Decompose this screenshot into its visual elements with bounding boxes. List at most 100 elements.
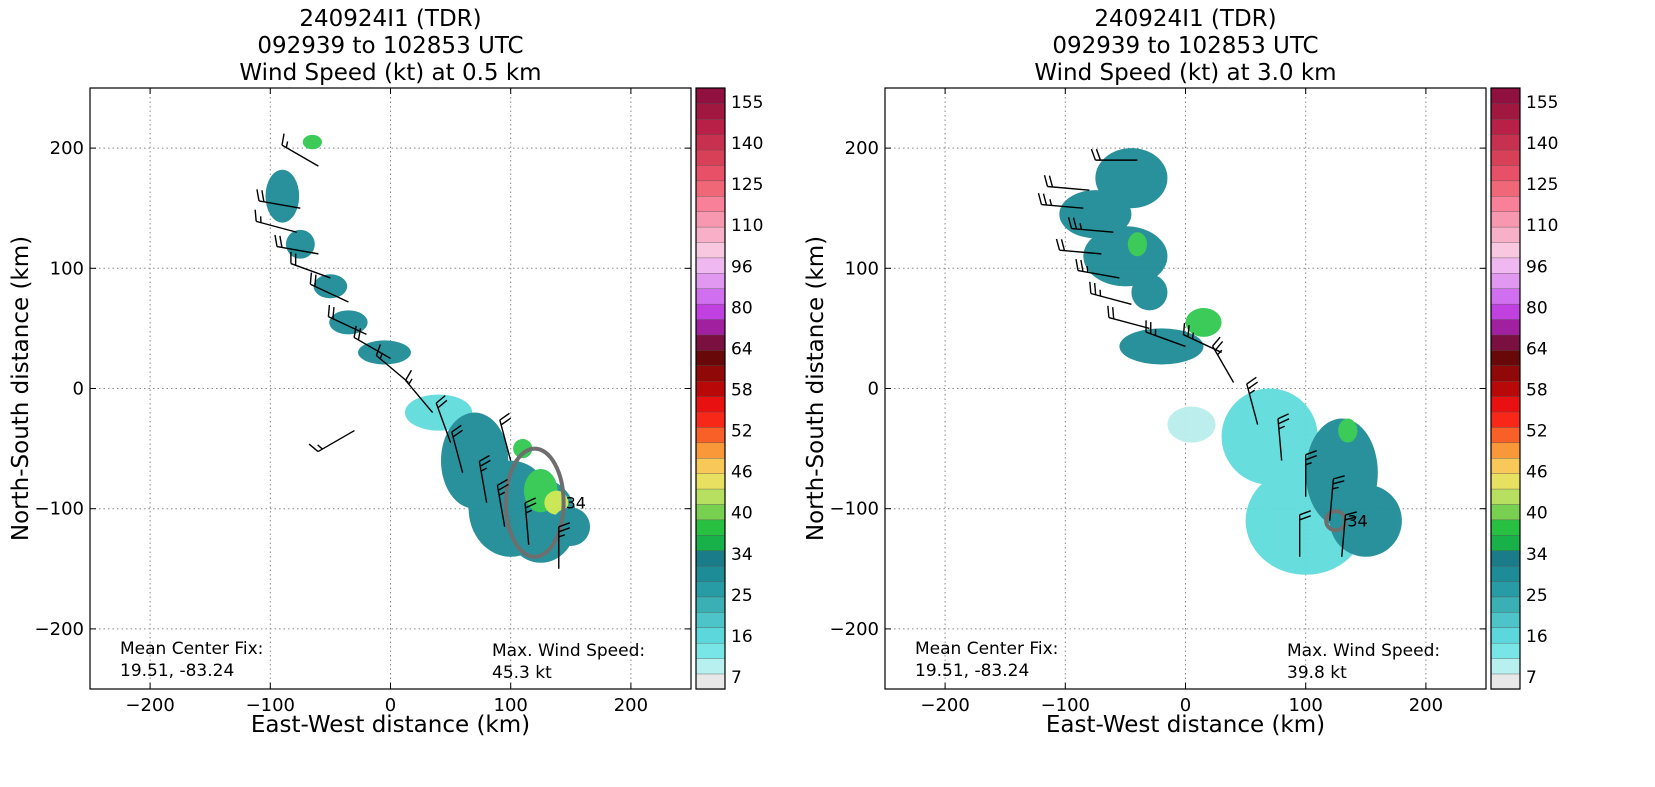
wind-barb-flag bbox=[327, 304, 331, 317]
wind-barb-flag bbox=[558, 527, 571, 533]
wind-field-region-6 bbox=[1119, 328, 1204, 365]
wind-barb-1 bbox=[256, 189, 301, 209]
wind-barb-flag bbox=[279, 235, 283, 248]
center-fix-value: 19.51, -83.24 bbox=[915, 661, 1029, 681]
wind-barb-flag bbox=[254, 209, 257, 222]
chart-title-line-2: 092939 to 102853 UTC bbox=[257, 33, 523, 59]
colorbar-segment bbox=[1490, 87, 1521, 105]
colorbar-segment bbox=[1490, 473, 1521, 490]
wind-barb-flag bbox=[1090, 148, 1097, 161]
colorbar-tick-label: 40 bbox=[1526, 504, 1548, 524]
colorbar-segment bbox=[1490, 241, 1521, 259]
wind-barb-flag bbox=[500, 417, 512, 426]
wind-barb-staff bbox=[1041, 203, 1084, 209]
wind-barb-staff bbox=[478, 461, 488, 503]
colorbar-segment bbox=[1490, 565, 1521, 582]
colorbar-tick-label: 58 bbox=[731, 381, 753, 401]
colorbar-segment bbox=[1490, 226, 1521, 243]
wind-field-region-10 bbox=[513, 438, 533, 459]
wind-barb-flag bbox=[1305, 450, 1317, 456]
x-tick-label: 200 bbox=[614, 695, 648, 716]
wind-barb-staff bbox=[276, 245, 319, 255]
x-tick-label: −200 bbox=[920, 695, 969, 716]
colorbar-segment bbox=[695, 627, 726, 644]
wind-barb-flag bbox=[1093, 283, 1097, 295]
wind-field-region-4 bbox=[329, 310, 368, 335]
wind-barb-flag bbox=[1277, 413, 1289, 420]
chart-title-line-2: 092939 to 102853 UTC bbox=[1052, 33, 1318, 59]
contour-label: 34 bbox=[566, 494, 586, 513]
wind-barb-staff bbox=[405, 379, 434, 413]
colorbar-tick-label: 96 bbox=[1526, 257, 1548, 277]
colorbar-tick-label: 155 bbox=[1526, 93, 1558, 113]
wind-barb-flag bbox=[1212, 336, 1221, 347]
colorbar-segment bbox=[695, 180, 726, 197]
colorbar-segment bbox=[695, 611, 726, 628]
wind-barb-staff bbox=[1047, 185, 1090, 191]
colorbar-tick-label: 80 bbox=[1526, 298, 1548, 318]
colorbar-segment bbox=[1490, 442, 1521, 459]
colorbar-segment bbox=[1490, 411, 1521, 428]
wind-barb-flag bbox=[1345, 511, 1357, 516]
colorbar-tick-label: 110 bbox=[731, 216, 763, 236]
wind-barb-staff bbox=[281, 144, 319, 167]
wind-barbs bbox=[1037, 148, 1357, 557]
colorbar-tick-label: 96 bbox=[731, 257, 753, 277]
wind-barb-9 bbox=[404, 369, 434, 413]
x-tick-label: −100 bbox=[1041, 695, 1090, 716]
colorbar-tick-label: 46 bbox=[731, 463, 753, 483]
wind-barb-flag bbox=[314, 274, 317, 287]
wind-barb-flag bbox=[1247, 381, 1259, 390]
colorbar-tick-label: 52 bbox=[1526, 422, 1548, 442]
colorbar-tick-label: 46 bbox=[1526, 463, 1548, 483]
wind-barb-2 bbox=[254, 209, 297, 233]
colorbar-segment bbox=[695, 257, 726, 274]
x-tick-label: 0 bbox=[1180, 695, 1191, 716]
wind-barb-halfflag bbox=[1332, 486, 1339, 490]
colorbar-segment bbox=[695, 149, 726, 166]
wind-barb-17 bbox=[499, 412, 512, 461]
wind-barb-flag bbox=[558, 522, 571, 528]
colorbar-segment bbox=[695, 334, 726, 351]
wind-barb-flag bbox=[1080, 259, 1084, 272]
wind-barb-13 bbox=[1304, 450, 1317, 497]
wind-barb-staff bbox=[451, 431, 464, 473]
y-tick-label: 200 bbox=[50, 138, 84, 159]
wind-barb-flag bbox=[1043, 175, 1049, 187]
wind-barb-halfflag bbox=[1191, 332, 1194, 339]
colorbar-segment bbox=[1490, 149, 1521, 166]
colorbar-segment bbox=[1490, 503, 1521, 521]
colorbar-segment bbox=[695, 550, 726, 567]
colorbar-tick-label: 64 bbox=[731, 339, 753, 359]
colorbar-segment bbox=[695, 519, 726, 536]
wind-field-region-5 bbox=[1185, 307, 1222, 337]
colorbar-segment bbox=[1490, 488, 1521, 505]
center-fix-label: Mean Center Fix: bbox=[120, 639, 263, 659]
wind-barb-14 bbox=[524, 497, 537, 545]
wind-barb-staff bbox=[1341, 514, 1347, 557]
y-tick-label: −100 bbox=[35, 499, 84, 520]
colorbar-segment bbox=[695, 380, 726, 397]
colorbar-segment bbox=[695, 534, 726, 551]
wind-barb-halfflag bbox=[525, 509, 533, 514]
wind-barb-12 bbox=[478, 454, 491, 503]
colorbar-segment bbox=[1490, 673, 1521, 690]
chart-title-line-1: 240924I1 (TDR) bbox=[299, 6, 481, 32]
colorbar-segment bbox=[1490, 164, 1521, 182]
wind-barb-flag bbox=[308, 443, 319, 453]
max-wind-label: Max. Wind Speed: bbox=[1287, 641, 1440, 661]
wind-barb-halfflag bbox=[1217, 349, 1223, 356]
wind-barb-flag bbox=[1214, 341, 1224, 351]
colorbar-segment bbox=[1490, 180, 1521, 197]
wind-barb-halfflag bbox=[1049, 199, 1053, 206]
wind-barb-flag bbox=[1042, 193, 1048, 206]
colorbar-segment bbox=[695, 503, 726, 521]
wind-barb-flag bbox=[357, 328, 362, 341]
wind-barb-0 bbox=[1090, 148, 1138, 161]
wind-barb-staff bbox=[1329, 478, 1335, 521]
wind-barb-11 bbox=[451, 424, 464, 473]
colorbar: 155 140 125 110 96 80 64 58 52 46 40 34 25 16 7 bbox=[1490, 87, 1558, 690]
wind-barb-flag bbox=[1344, 516, 1357, 521]
